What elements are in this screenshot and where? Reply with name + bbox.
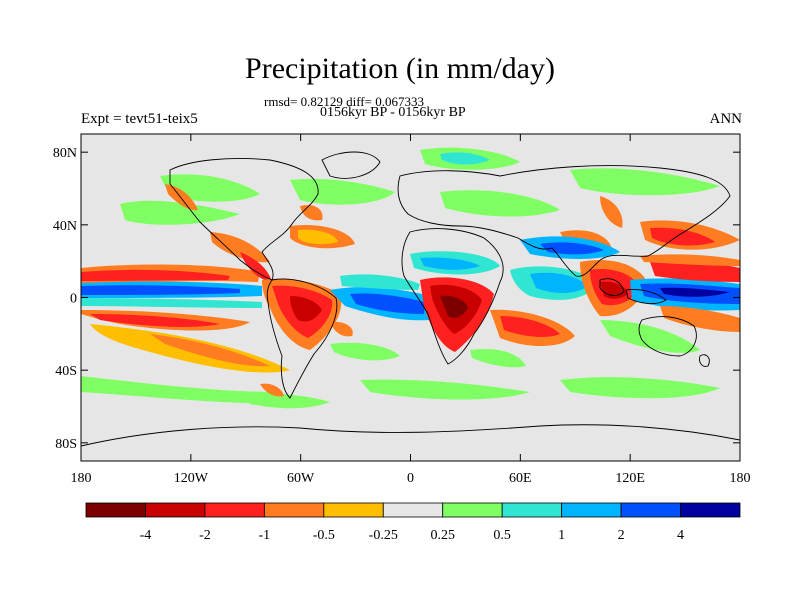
anomaly-patch (210, 232, 270, 263)
anomaly-patch (120, 200, 240, 225)
anomaly-patch (600, 281, 628, 299)
anomaly-patch (650, 260, 740, 282)
anomaly-patch (330, 321, 353, 337)
y-tick-label: 0 (70, 292, 77, 307)
anomaly-patch (81, 269, 230, 281)
anomaly-patch (530, 272, 588, 293)
season-label: ANN (709, 111, 743, 127)
x-tick-label: 180 (71, 471, 92, 486)
colorbar-swatch (501, 502, 563, 518)
anomaly-patch (660, 306, 740, 332)
new-zealand-outline (699, 354, 710, 367)
y-tick-label: 80S (55, 437, 77, 452)
field-southern-ocean (81, 321, 720, 409)
colorbar: -4 -2 -1 -0.5 -0.25 0.25 0.5 1 2 4 (85, 502, 741, 543)
colorbar-label: -0.5 (313, 528, 335, 543)
colorbar-swatch (85, 502, 146, 518)
colorbar-swatch (204, 502, 265, 518)
anomaly-patch (500, 316, 560, 337)
experiment-label: Expt = tevt51-teix5 (81, 111, 198, 127)
anomaly-patch (660, 287, 730, 297)
y-tick-label: 40N (53, 219, 77, 234)
colorbar-label: 4 (677, 528, 684, 543)
anomaly-patch (150, 334, 270, 367)
colorbar-swatch (561, 502, 622, 518)
north-america-outline (169, 158, 319, 281)
eurasia-outline (397, 165, 731, 277)
anomaly-patch (298, 229, 338, 245)
anomaly-patch (330, 342, 400, 361)
x-tick-label: 120W (174, 471, 209, 486)
y-tick-label: 40S (55, 364, 77, 379)
colorbar-swatch (263, 502, 325, 518)
borneo-outline (599, 278, 625, 296)
anomaly-patch (81, 285, 240, 295)
anomaly-patch (600, 320, 700, 353)
anomaly-patch (290, 296, 322, 322)
anomaly-patch (165, 184, 198, 211)
anomaly-patch (290, 178, 395, 205)
africa-outline (401, 228, 504, 365)
x-tick-label: 120E (615, 471, 645, 486)
anomaly-patch (640, 254, 740, 266)
x-tick-label: 180 (730, 471, 751, 486)
anomaly-patch (240, 393, 330, 409)
anomaly-patch (600, 196, 623, 228)
colorbar-swatch (620, 502, 681, 518)
field-tropical-bands (81, 236, 740, 373)
x-tick-label: 60W (287, 471, 315, 486)
colorbar-label: 1 (558, 528, 565, 543)
period-label: 0156kyr BP - 0156kyr BP (320, 105, 466, 120)
coastlines (81, 151, 740, 447)
y-tick-label: 80N (53, 146, 77, 161)
anomaly-patch (81, 376, 280, 404)
anomaly-patch (540, 242, 604, 255)
colorbar-swatch (382, 502, 444, 518)
colorbar-label: 2 (618, 528, 625, 543)
colorbar-swatch (442, 502, 503, 518)
anomaly-patch (440, 295, 468, 318)
anomaly-patch (420, 257, 480, 270)
anomaly-patch (90, 314, 220, 327)
anomaly-patch (240, 252, 272, 282)
anomaly-patch (570, 168, 720, 196)
anomaly-patch (440, 190, 560, 217)
y-axis: 80N 40N 0 40S 80S (53, 146, 740, 452)
anomaly-patch (470, 348, 526, 368)
anomaly-patch (81, 298, 262, 308)
anomaly-patch (340, 274, 420, 290)
colorbar-swatch (680, 502, 741, 518)
x-axis: 180 120W 60W 0 60E 120E 180 (71, 134, 751, 486)
anomaly-patch (650, 227, 715, 246)
south-america-outline (266, 278, 338, 399)
colorbar-label: -1 (259, 528, 271, 543)
greenland-outline (321, 151, 381, 179)
anomaly-patch (260, 383, 284, 397)
colorbar-label: -2 (199, 528, 211, 543)
colorbar-swatch (323, 502, 384, 518)
australia-outline (638, 316, 697, 357)
x-tick-label: 60E (509, 471, 532, 486)
antarctica-outline (81, 424, 740, 447)
anomaly-patch (350, 293, 425, 314)
colorbar-label: -4 (140, 528, 152, 543)
colorbar-label: 0.25 (430, 528, 455, 543)
new-guinea-outline (625, 289, 667, 305)
colorbar-label: -0.25 (369, 528, 398, 543)
anomaly-patch (440, 152, 490, 165)
anomaly-patch (560, 377, 720, 399)
anomaly-patch (360, 379, 530, 400)
colorbar-label: 0.5 (493, 528, 511, 543)
rmsd-diff-label: rmsd= 0.82129 diff= 0.067333 (264, 94, 424, 109)
map-field (81, 134, 740, 461)
colorbar-swatch (145, 502, 206, 518)
x-tick-label: 0 (407, 471, 414, 486)
chart-title: Precipitation (in mm/day) (245, 52, 555, 85)
